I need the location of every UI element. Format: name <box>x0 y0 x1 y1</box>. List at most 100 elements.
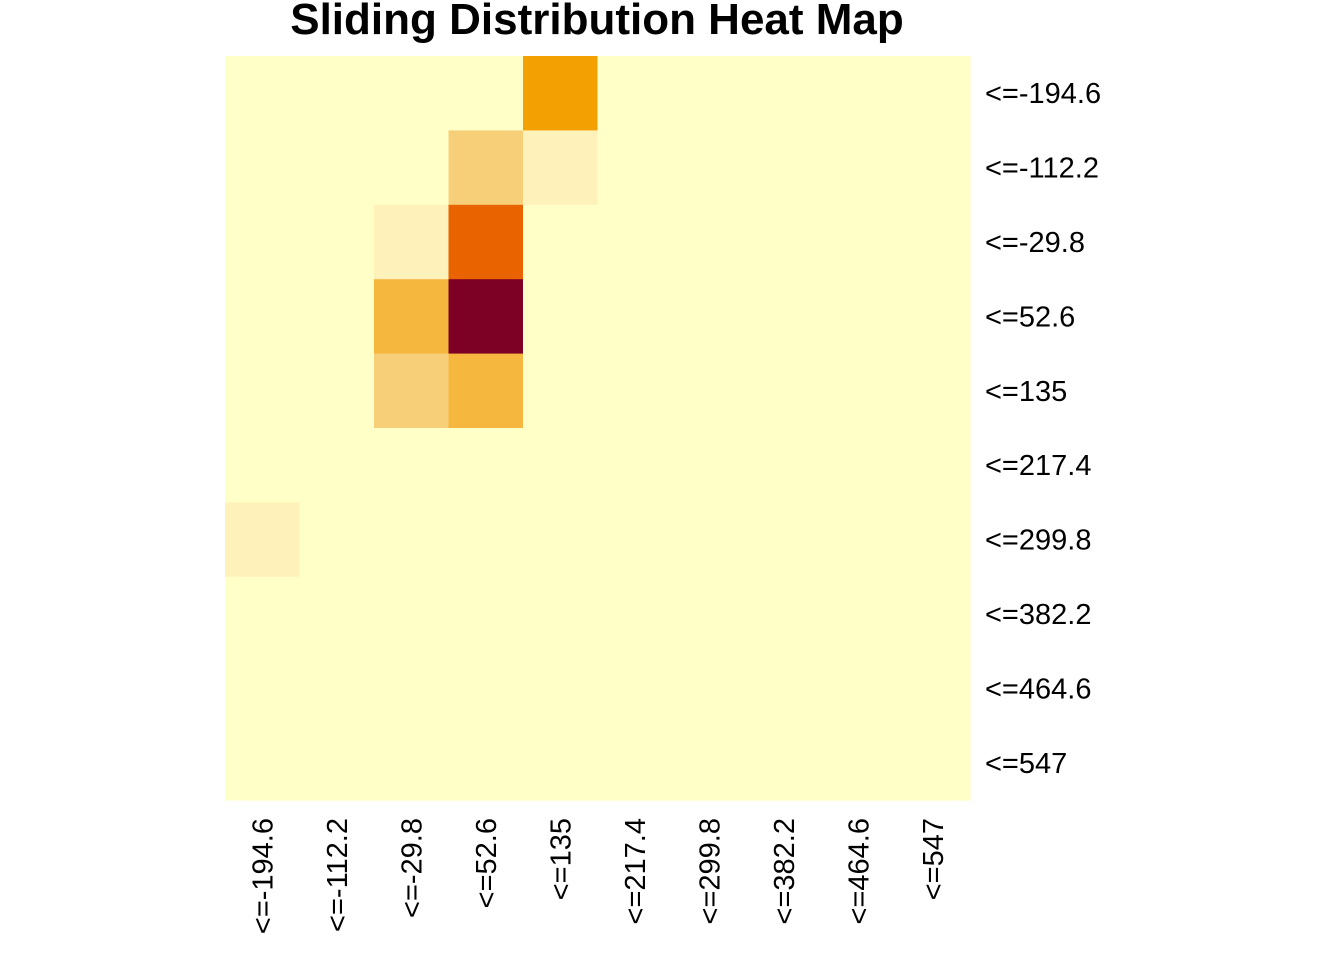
x-axis-labels: <=-194.6 <=-112.2 <=-29.8 <=52.6 <=135 <=217.… <box>247 818 950 934</box>
heatmap-cell <box>672 725 748 801</box>
heatmap-cell <box>225 56 301 131</box>
heatmap-cell <box>374 651 450 727</box>
heatmap-cell <box>746 279 822 355</box>
heatmap-cell <box>448 56 524 131</box>
heatmap-cell <box>746 576 822 652</box>
heatmap-cell <box>448 651 524 727</box>
heatmap-cell <box>374 502 450 578</box>
heatmap-cell <box>299 279 375 355</box>
y-tick-label: <=299.8 <box>985 525 1091 557</box>
heatmap-cell <box>299 651 375 727</box>
heatmap-cell <box>821 725 897 801</box>
heatmap-cell <box>225 279 301 355</box>
heatmap-cell <box>225 502 301 578</box>
heatmap-cell <box>746 204 822 280</box>
heatmap-cell <box>597 502 673 578</box>
heatmap-cell <box>374 725 450 801</box>
heatmap-cell <box>299 204 375 280</box>
heatmap-cell <box>299 428 375 503</box>
heatmap-cell <box>374 353 450 429</box>
x-tick-label: <=464.6 <box>843 818 875 924</box>
heatmap-cell <box>523 502 599 578</box>
heatmap-cell <box>821 353 897 429</box>
heatmap-cell <box>448 204 524 280</box>
heatmap-cell <box>895 204 971 280</box>
heatmap-cell <box>225 428 301 503</box>
heatmap-cell <box>597 353 673 429</box>
heatmap-cell <box>821 204 897 280</box>
heatmap-cell <box>225 130 301 206</box>
heatmap-cell <box>746 725 822 801</box>
heatmap-cell <box>895 279 971 355</box>
heatmap-cell <box>299 502 375 578</box>
y-tick-label: <=-112.2 <box>985 153 1099 185</box>
x-tick-label: <=-112.2 <box>322 818 354 932</box>
heatmap-cell <box>374 428 450 503</box>
heatmap-cell <box>448 279 524 355</box>
heatmap-cell <box>597 651 673 727</box>
heatmap-cell <box>374 56 450 131</box>
heatmap-cell <box>821 279 897 355</box>
heatmap-cell <box>895 428 971 503</box>
heatmap-cell <box>746 651 822 727</box>
heatmap-cell <box>299 725 375 801</box>
heatmap-cell <box>374 204 450 280</box>
heatmap-cell <box>299 353 375 429</box>
heatmap-cell <box>523 428 599 503</box>
x-tick-label: <=-29.8 <box>396 818 428 918</box>
heatmap-cell <box>299 56 375 131</box>
y-tick-label: <=135 <box>985 376 1067 408</box>
heatmap-cell <box>597 576 673 652</box>
heatmap-cell <box>523 279 599 355</box>
heatmap-cell <box>225 576 301 652</box>
x-tick-label: <=382.2 <box>769 818 801 924</box>
heatmap-cell <box>895 502 971 578</box>
heatmap-cell <box>672 576 748 652</box>
y-tick-label: <=547 <box>985 748 1067 780</box>
x-tick-label: <=217.4 <box>620 818 652 924</box>
heatmap-cell <box>821 428 897 503</box>
heatmap-cell <box>597 725 673 801</box>
heatmap-cell <box>895 130 971 206</box>
heatmap-cell <box>672 56 748 131</box>
heatmap-cell <box>374 576 450 652</box>
heatmap-cell <box>895 725 971 801</box>
heatmap-cell <box>374 279 450 355</box>
y-tick-label: <=52.6 <box>985 301 1075 333</box>
y-tick-label: <=-29.8 <box>985 227 1085 259</box>
heatmap-cell <box>672 651 748 727</box>
heatmap-cell <box>225 725 301 801</box>
x-tick-label: <=135 <box>545 818 577 900</box>
heatmap-cell <box>448 130 524 206</box>
x-tick-label: <=52.6 <box>471 818 503 908</box>
heatmap-cell <box>746 428 822 503</box>
heatmap-cell <box>672 353 748 429</box>
chart-title: Sliding Distribution Heat Map <box>290 0 904 44</box>
heatmap-cell <box>821 56 897 131</box>
heatmap-cell <box>448 502 524 578</box>
heatmap-cell <box>597 56 673 131</box>
heatmap-cell <box>448 353 524 429</box>
y-tick-label: <=464.6 <box>985 673 1091 705</box>
heatmap-cell <box>895 576 971 652</box>
heatmap-cell <box>523 56 599 131</box>
heatmap-cell <box>895 651 971 727</box>
heatmap-cell <box>523 353 599 429</box>
heatmap-cell <box>746 56 822 131</box>
heatmap-cell <box>374 130 450 206</box>
heatmap-cell <box>225 651 301 727</box>
heatmap-cell <box>299 576 375 652</box>
heatmap-cell <box>672 130 748 206</box>
heatmap-cell <box>225 353 301 429</box>
heatmap-cell <box>672 279 748 355</box>
heatmap-cell <box>523 130 599 206</box>
heatmap-cell <box>895 353 971 429</box>
heatmap-cell <box>895 56 971 131</box>
heatmap-cell <box>225 204 301 280</box>
y-tick-label: <=217.4 <box>985 450 1091 482</box>
heatmap-cell <box>597 279 673 355</box>
y-axis-labels: <=-194.6 <=-112.2 <=-29.8 <=52.6 <=135 <=217.… <box>985 78 1101 780</box>
heatmap-cell <box>523 204 599 280</box>
